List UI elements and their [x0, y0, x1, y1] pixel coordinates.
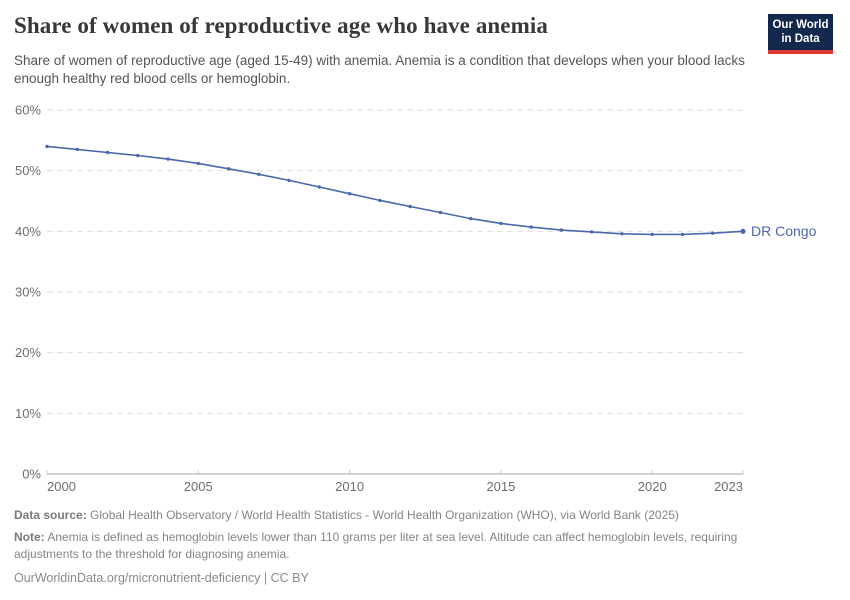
y-axis-tick-label: 10% [15, 406, 41, 421]
data-point[interactable] [529, 225, 533, 229]
data-point[interactable] [711, 231, 715, 235]
data-source-row: Data source: Global Health Observatory /… [14, 507, 756, 524]
data-point[interactable] [408, 204, 412, 209]
data-point[interactable] [196, 161, 200, 166]
data-point[interactable] [499, 221, 503, 226]
x-axis-tick-label: 2020 [638, 479, 667, 494]
data-point[interactable] [257, 172, 261, 176]
y-axis-tick-label: 40% [15, 224, 41, 239]
x-axis-tick-label: 2015 [486, 479, 515, 494]
data-point[interactable] [469, 216, 473, 221]
y-axis-tick-label: 20% [15, 345, 41, 360]
data-point[interactable] [590, 230, 594, 234]
x-axis-tick-label: 2023 [714, 479, 743, 494]
owid-logo-line1: Our World [772, 19, 829, 31]
data-point[interactable] [75, 147, 80, 152]
y-axis-tick-label: 60% [15, 103, 41, 118]
data-point[interactable] [650, 232, 654, 237]
data-line[interactable] [46, 145, 744, 236]
data-point[interactable] [347, 192, 352, 196]
data-point[interactable] [287, 178, 291, 183]
data-source-text: Global Health Observatory / World Health… [90, 508, 679, 522]
data-point[interactable] [438, 210, 443, 215]
owid-logo: Our World in Data [768, 14, 833, 54]
data-point[interactable] [45, 144, 49, 149]
citation-line[interactable]: OurWorldinData.org/micronutrient-deficie… [14, 571, 309, 586]
chart-title: Share of women of reproductive age who h… [14, 13, 548, 38]
chart-footer: Data source: Global Health Observatory /… [14, 507, 756, 588]
line-chart[interactable]: 0% 10% 20% 30% 40% 50% 60% 2000 2005 2010 2015 2020… [0, 95, 850, 500]
data-point[interactable] [378, 198, 382, 203]
data-point[interactable] [166, 157, 170, 161]
data-point[interactable] [559, 228, 564, 232]
y-axis-tick-label: 0% [22, 467, 41, 482]
owid-logo-line2: in Data [781, 33, 820, 46]
data-point[interactable] [317, 185, 321, 189]
note-text: Anemia is defined as hemoglobin levels l… [14, 530, 738, 562]
data-point[interactable] [136, 153, 140, 158]
series-entity-label[interactable]: DR Congo [751, 223, 817, 239]
data-source-label: Data source: [14, 508, 87, 522]
note-label: Note: [14, 530, 45, 545]
y-axis-tick-label: 30% [15, 285, 41, 300]
x-axis-tick-label: 2010 [335, 479, 364, 494]
y-axis-tick-label: 50% [15, 163, 41, 178]
data-point[interactable] [105, 150, 110, 155]
data-point[interactable] [620, 232, 624, 236]
data-point[interactable] [680, 232, 685, 237]
data-point[interactable] [226, 167, 231, 171]
x-axis-tick-label: 2000 [47, 479, 76, 494]
x-axis-tick-label: 2005 [184, 479, 213, 494]
chart-subtitle: Share of women of reproductive age (aged… [14, 53, 745, 86]
data-point[interactable] [740, 228, 746, 234]
note-row: Note: Anemia is defined as hemoglobin le… [14, 529, 756, 563]
